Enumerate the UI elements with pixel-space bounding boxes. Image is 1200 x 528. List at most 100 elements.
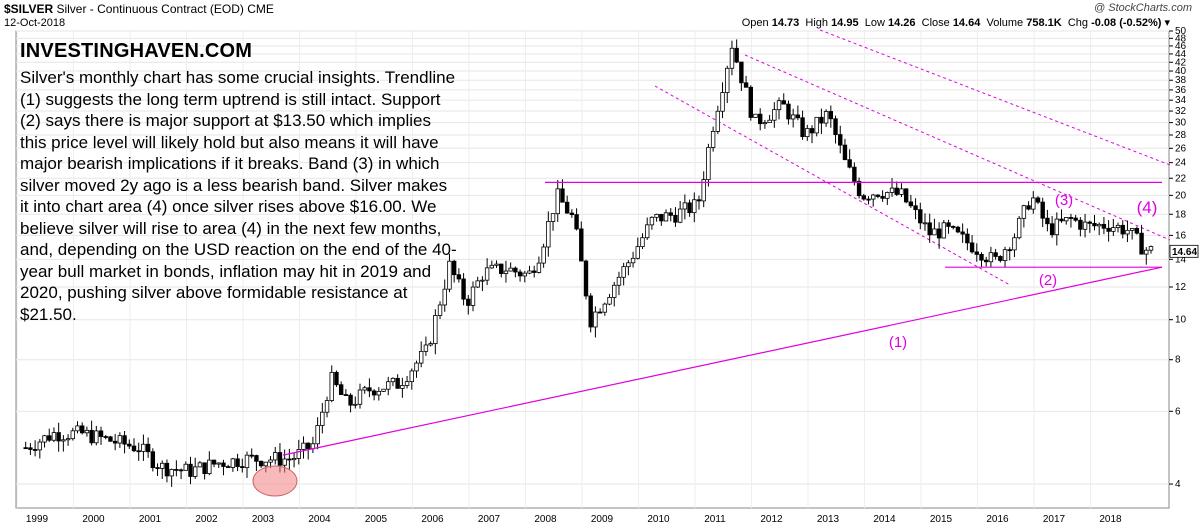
candles xyxy=(23,39,1154,487)
low-label: Low xyxy=(864,17,885,29)
candle-body xyxy=(621,266,626,278)
candle-body xyxy=(828,111,834,120)
candle-body xyxy=(852,166,857,182)
candle-body xyxy=(706,147,711,181)
x-tick-label: 2010 xyxy=(647,514,670,525)
candle-body xyxy=(428,343,433,346)
candle-body xyxy=(743,82,749,88)
annotation-lines: (1) (2) (3) (4) xyxy=(252,181,1163,497)
channel-line xyxy=(654,85,1011,286)
candle-body xyxy=(513,267,518,273)
candle-body xyxy=(823,111,829,124)
close-label: Close xyxy=(921,17,950,29)
candle-body xyxy=(103,436,108,438)
x-tick-label: 2006 xyxy=(421,514,444,525)
pattern-label: (4) xyxy=(1137,198,1158,217)
candle-body xyxy=(960,231,965,235)
candle-body xyxy=(866,198,871,201)
candle-body xyxy=(1134,228,1140,234)
candle-body xyxy=(894,187,899,195)
channel-line xyxy=(819,29,1171,166)
y-tick-label: 14 xyxy=(1175,254,1187,265)
candle-body xyxy=(32,449,38,451)
candle-body xyxy=(734,47,739,63)
x-tick-label: 2009 xyxy=(591,514,614,525)
candle-body xyxy=(84,429,90,434)
candle-body xyxy=(951,226,956,228)
dropdown-icon[interactable]: ▾ xyxy=(1164,17,1170,29)
pattern-label: (1) xyxy=(889,334,907,351)
candle-body xyxy=(320,411,325,426)
candle-body xyxy=(762,122,768,125)
instrument-name: Silver - Continuous Contract (EOD) xyxy=(56,2,244,16)
candle-body xyxy=(451,260,457,276)
candle-body xyxy=(273,452,278,461)
chg-value: -0.08 (-0.52%) xyxy=(1091,17,1162,29)
candle-body xyxy=(932,228,937,236)
y-tick-label: 28 xyxy=(1175,130,1187,141)
candle-body xyxy=(640,237,645,248)
candle-body xyxy=(1115,224,1121,229)
candle-body xyxy=(993,252,998,257)
candle-body xyxy=(418,350,424,364)
candle-body xyxy=(1002,249,1008,261)
candle-body xyxy=(494,263,499,266)
channel-line xyxy=(744,54,1171,241)
x-tick-label: 2016 xyxy=(986,514,1009,525)
candle-body xyxy=(645,224,650,239)
channel-lines xyxy=(654,29,1171,286)
candle-body xyxy=(602,303,608,313)
candle-body xyxy=(1101,223,1107,229)
candle-body xyxy=(202,462,207,475)
candle-body xyxy=(861,195,866,200)
x-tick-label: 2014 xyxy=(873,514,896,525)
candle-body xyxy=(663,212,669,222)
candle-body xyxy=(532,270,537,273)
brand-title: INVESTINGHAVEN.COM xyxy=(20,40,253,62)
candle-body xyxy=(984,259,989,263)
candle-body xyxy=(433,315,438,344)
candle-body xyxy=(188,463,193,477)
candle-body xyxy=(889,187,895,193)
candle-body xyxy=(635,246,640,259)
candle-body xyxy=(503,270,509,274)
candle-body xyxy=(386,381,391,390)
candle-body xyxy=(720,92,725,112)
candle-body xyxy=(880,196,885,199)
candle-body xyxy=(207,459,212,475)
candle-body xyxy=(315,425,320,445)
candle-body xyxy=(42,435,47,443)
exchange: CME xyxy=(247,2,274,16)
trendline xyxy=(282,266,1163,456)
candle-body xyxy=(696,199,702,202)
candle-body xyxy=(1111,227,1116,232)
candle-body xyxy=(626,262,631,268)
candle-body xyxy=(541,246,546,264)
candle-body xyxy=(522,272,527,277)
candle-body xyxy=(108,436,113,442)
candle-body xyxy=(687,202,692,214)
candle-body xyxy=(47,435,52,441)
candle-body xyxy=(692,199,697,214)
candle-body xyxy=(842,144,848,161)
candle-body xyxy=(871,194,876,200)
candle-body xyxy=(564,201,570,214)
candle-body xyxy=(790,114,796,120)
y-tick-label: 34 xyxy=(1175,95,1187,106)
open-value: 14.73 xyxy=(771,17,800,29)
candle-body xyxy=(254,455,259,462)
candle-body xyxy=(197,462,203,468)
candle-body xyxy=(1007,249,1012,252)
chg-label: Chg xyxy=(1067,17,1089,29)
volume-value: 758.1K xyxy=(1026,17,1062,29)
annotation-box: INVESTINGHAVEN.COM Silver's monthly char… xyxy=(20,40,460,325)
y-tick-label: 16 xyxy=(1175,230,1187,241)
candle-body xyxy=(668,212,673,216)
candle-body xyxy=(729,47,735,69)
candle-body xyxy=(946,222,951,227)
candle-body xyxy=(178,469,184,472)
y-tick-label: 22 xyxy=(1175,173,1187,184)
candle-body xyxy=(1106,227,1111,232)
candle-body xyxy=(546,221,551,248)
candle-body xyxy=(240,466,245,469)
